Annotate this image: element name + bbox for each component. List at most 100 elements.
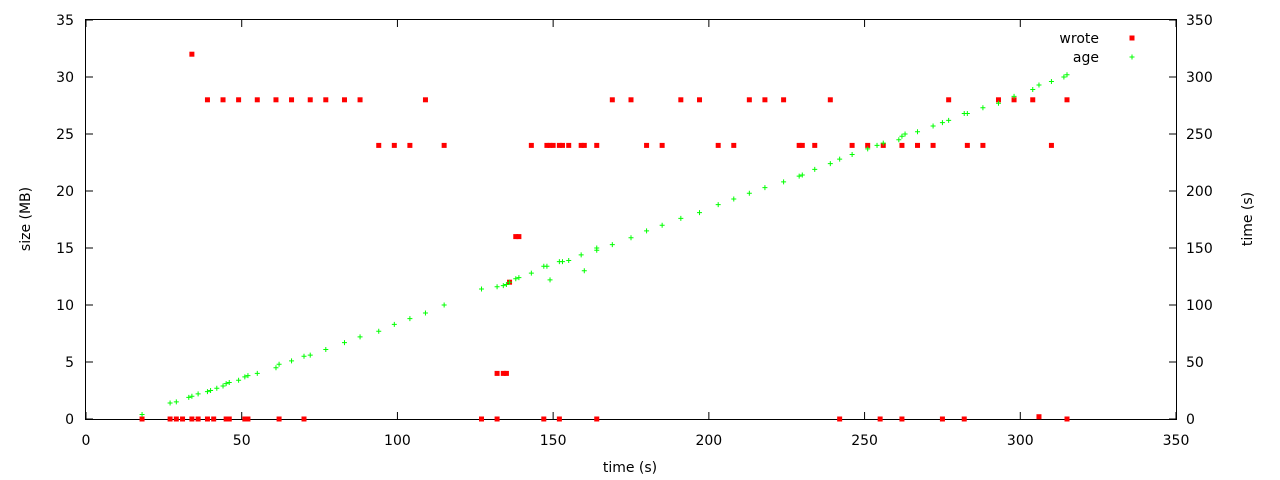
wrote-point: [139, 416, 145, 422]
wrote-point: [167, 416, 173, 422]
age-point: [204, 389, 210, 395]
age-point: [276, 361, 282, 367]
wrote-point: [189, 51, 195, 57]
wrote-point: [827, 97, 833, 103]
wrote-point: [609, 97, 615, 103]
y-axis-right: 0 50 100 150 200 250 300 350: [1169, 13, 1213, 428]
age-point: [995, 100, 1001, 106]
age-point: [513, 276, 519, 282]
age-point: [516, 275, 522, 281]
age-point: [578, 252, 584, 258]
x-axis-label: time (s): [603, 460, 657, 476]
x-tick-label: 250: [851, 433, 878, 449]
age-point: [186, 394, 192, 400]
age-point: [746, 190, 752, 196]
age-point: [236, 377, 242, 383]
age-point: [980, 105, 986, 111]
wrote-point: [1064, 97, 1070, 103]
age-point: [1011, 93, 1017, 99]
wrote-point: [946, 97, 952, 103]
age-point: [939, 120, 945, 126]
wrote-point: [301, 416, 307, 422]
wrote-point: [849, 142, 855, 148]
y-axis-left: 0 5 10 15 20 25 30 35: [56, 13, 93, 428]
age-point: [500, 283, 506, 289]
age-point: [609, 242, 615, 248]
wrote-point: [1048, 142, 1054, 148]
y-axis-label: size (MB): [18, 187, 34, 251]
age-point: [242, 374, 248, 380]
age-point: [167, 400, 173, 406]
wrote-point: [226, 416, 232, 422]
wrote-point: [1030, 97, 1036, 103]
wrote-point: [578, 142, 584, 148]
age-point: [799, 172, 805, 178]
legend: wrote age: [1059, 31, 1135, 66]
wrote-point: [180, 416, 186, 422]
wrote-point: [544, 142, 550, 148]
age-point: [697, 210, 703, 216]
age-point: [357, 334, 363, 340]
y2-tick-label: 350: [1186, 13, 1213, 29]
wrote-point: [494, 416, 500, 422]
wrote-point: [173, 416, 179, 422]
wrote-point: [276, 416, 282, 422]
age-point: [874, 142, 880, 148]
age-point: [781, 179, 787, 185]
age-point: [254, 370, 260, 376]
y-tick-label: 35: [56, 13, 74, 29]
wrote-point: [223, 416, 229, 422]
wrote-point: [566, 142, 572, 148]
wrote-point: [211, 416, 217, 422]
y2-tick-label: 50: [1186, 355, 1204, 371]
age-point: [226, 380, 232, 386]
wrote-point: [731, 142, 737, 148]
age-point: [762, 185, 768, 191]
age-point: [581, 268, 587, 274]
wrote-point: [995, 97, 1001, 103]
y-tick-label: 25: [56, 127, 74, 143]
age-point: [559, 259, 565, 265]
series-layer: [139, 51, 1070, 422]
wrote-point: [799, 142, 805, 148]
wrote-point: [391, 142, 397, 148]
y2-tick-label: 0: [1186, 412, 1195, 428]
legend-marker-age: [1129, 54, 1135, 60]
wrote-point: [628, 97, 634, 103]
wrote-point: [254, 97, 260, 103]
wrote-point: [899, 142, 905, 148]
wrote-point: [556, 142, 562, 148]
age-point: [644, 228, 650, 234]
wrote-point: [513, 234, 519, 240]
age-point: [528, 270, 534, 276]
y2-axis-label: time (s): [1240, 192, 1256, 246]
age-point: [214, 385, 220, 391]
wrote-point: [762, 97, 768, 103]
y2-tick-label: 250: [1186, 127, 1213, 143]
wrote-point: [899, 416, 905, 422]
age-point: [173, 399, 179, 405]
age-point: [391, 321, 397, 327]
wrote-point: [594, 142, 600, 148]
age-point: [964, 110, 970, 116]
series-age: [139, 72, 1070, 417]
wrote-point: [697, 97, 703, 103]
age-point: [307, 352, 313, 358]
wrote-point: [528, 142, 534, 148]
age-point: [837, 156, 843, 162]
wrote-point: [242, 416, 248, 422]
wrote-point: [1011, 97, 1017, 103]
wrote-point: [812, 142, 818, 148]
wrote-point: [980, 142, 986, 148]
age-point: [323, 346, 329, 352]
wrote-point: [503, 370, 509, 376]
y-tick-label: 5: [65, 355, 74, 371]
wrote-point: [939, 416, 945, 422]
wrote-point: [407, 142, 413, 148]
age-point: [659, 222, 665, 228]
x-tick-label: 350: [1163, 433, 1190, 449]
legend-marker-wrote: [1129, 35, 1135, 41]
age-point: [865, 146, 871, 152]
age-point: [189, 393, 195, 399]
wrote-point: [479, 416, 485, 422]
